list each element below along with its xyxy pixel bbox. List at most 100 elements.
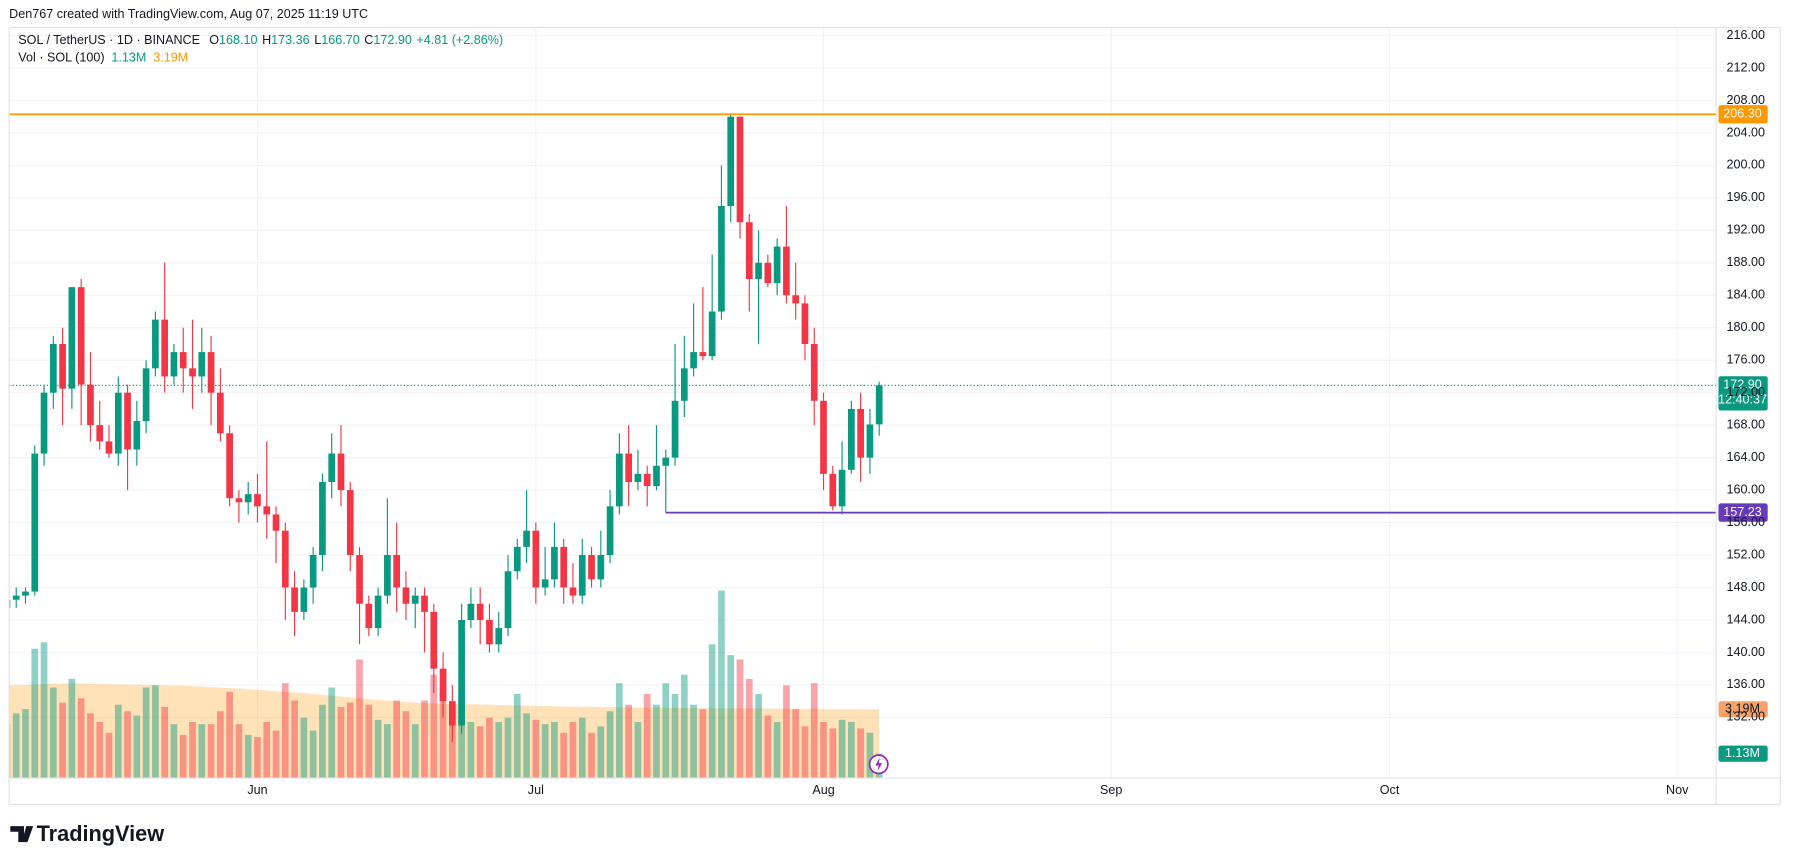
volume-bar	[421, 700, 428, 779]
candle-body	[569, 587, 577, 596]
candle-body	[114, 392, 122, 454]
candle-body	[384, 555, 391, 596]
candle-body	[402, 587, 410, 604]
candle-body	[346, 490, 354, 556]
candle-body	[365, 603, 373, 629]
volume-badge-label: 3.19M	[1725, 702, 1760, 716]
candle-body	[829, 473, 837, 507]
volume-bar	[755, 693, 762, 779]
candle-body	[77, 287, 85, 385]
candle-body	[421, 595, 428, 612]
y-tick-label: 212.00	[1726, 60, 1764, 74]
y-tick-label: 172.00	[1726, 385, 1764, 399]
candle-body	[866, 424, 874, 458]
volume-bar	[59, 702, 66, 779]
volume-bar	[671, 693, 679, 779]
volume-bar	[727, 655, 735, 779]
candle-body	[783, 246, 790, 296]
candle-body	[319, 481, 326, 556]
candle-body	[12, 595, 20, 600]
x-tick-label: Aug	[812, 783, 834, 797]
volume-bar	[68, 678, 76, 779]
volume-bar	[495, 722, 503, 779]
legend-value: 168.10	[219, 34, 257, 48]
volume-bar	[346, 702, 354, 779]
candle-body	[736, 116, 744, 223]
y-tick-label: 176.00	[1726, 353, 1764, 367]
volume-bar	[588, 732, 595, 779]
candle-body	[40, 392, 48, 454]
y-tick-label: 140.00	[1726, 645, 1764, 659]
candle-body	[217, 392, 224, 434]
volume-bar	[551, 722, 558, 779]
volume-bar	[467, 722, 475, 779]
volume-bar	[810, 683, 818, 779]
candle-body	[560, 546, 568, 588]
volume-bar	[87, 713, 94, 779]
y-tick-label: 204.00	[1726, 125, 1764, 139]
volume-badge-label: 1.13M	[1725, 746, 1760, 760]
candle-body	[588, 555, 595, 580]
x-tick-label: Jun	[247, 783, 267, 797]
candle-body	[755, 262, 762, 280]
candle-body	[124, 392, 131, 450]
volume-bar	[430, 674, 438, 779]
legend-value: 172.90	[373, 34, 411, 48]
x-tick-label: Nov	[1666, 783, 1689, 797]
y-tick-label: 208.00	[1726, 93, 1764, 107]
legend-key: C	[364, 34, 373, 48]
candle-body	[300, 587, 308, 612]
candle-body	[133, 421, 141, 450]
volume-bar	[170, 724, 178, 779]
candle-body	[59, 343, 66, 389]
candle-body	[792, 295, 800, 304]
candle-body	[411, 595, 419, 604]
volume-bar	[764, 715, 772, 779]
candle-body	[458, 619, 465, 726]
candle-body	[439, 668, 447, 702]
volume-bar	[560, 732, 568, 779]
volume-bar	[653, 704, 660, 779]
volume-bar	[328, 687, 336, 779]
volume-bar	[829, 728, 837, 779]
candle-body	[745, 222, 753, 280]
candle-body	[634, 473, 642, 482]
price-badge-label: 172.90	[1723, 378, 1761, 392]
candles	[9, 114, 883, 742]
volume-bar	[300, 717, 308, 779]
volume-bar	[532, 719, 540, 779]
volume-bar	[578, 717, 586, 779]
volume-bar	[272, 730, 280, 779]
candle-body	[616, 453, 623, 507]
price-badge-label: 12:40:37	[1718, 393, 1767, 407]
candle-body	[810, 343, 818, 401]
volume-bar	[801, 726, 809, 779]
candle-body	[393, 555, 401, 588]
grid	[9, 27, 1717, 779]
axis: 132.00 136.00 140.00 144.00 148.00 152.00 156.…	[247, 28, 1765, 797]
volume-bar	[634, 722, 642, 779]
candle-body	[801, 303, 809, 344]
legend-volume: 1.13M	[111, 51, 146, 65]
volume-bar	[439, 687, 447, 779]
x-tick-label: Sep	[1100, 783, 1122, 797]
y-tick-label: 216.00	[1726, 28, 1764, 42]
volume-bar	[235, 724, 243, 779]
volume-bar	[523, 713, 530, 779]
volume-bar	[745, 678, 753, 779]
candle-body	[179, 352, 187, 369]
volume-bar	[40, 642, 48, 779]
legend-volume-ma: 3.19M	[153, 51, 188, 65]
volume-bar	[77, 698, 85, 779]
candle-body	[235, 498, 243, 503]
volume-bar	[384, 724, 391, 779]
candle-body	[356, 555, 363, 604]
volume-bar	[513, 693, 521, 779]
y-tick-label: 156.00	[1726, 515, 1764, 529]
candle-body	[486, 619, 493, 645]
volume-bar	[402, 711, 410, 779]
volume-bar	[393, 700, 401, 779]
volume-badge	[1718, 701, 1768, 718]
candle-body	[467, 603, 475, 620]
y-tick-label: 152.00	[1726, 547, 1764, 561]
